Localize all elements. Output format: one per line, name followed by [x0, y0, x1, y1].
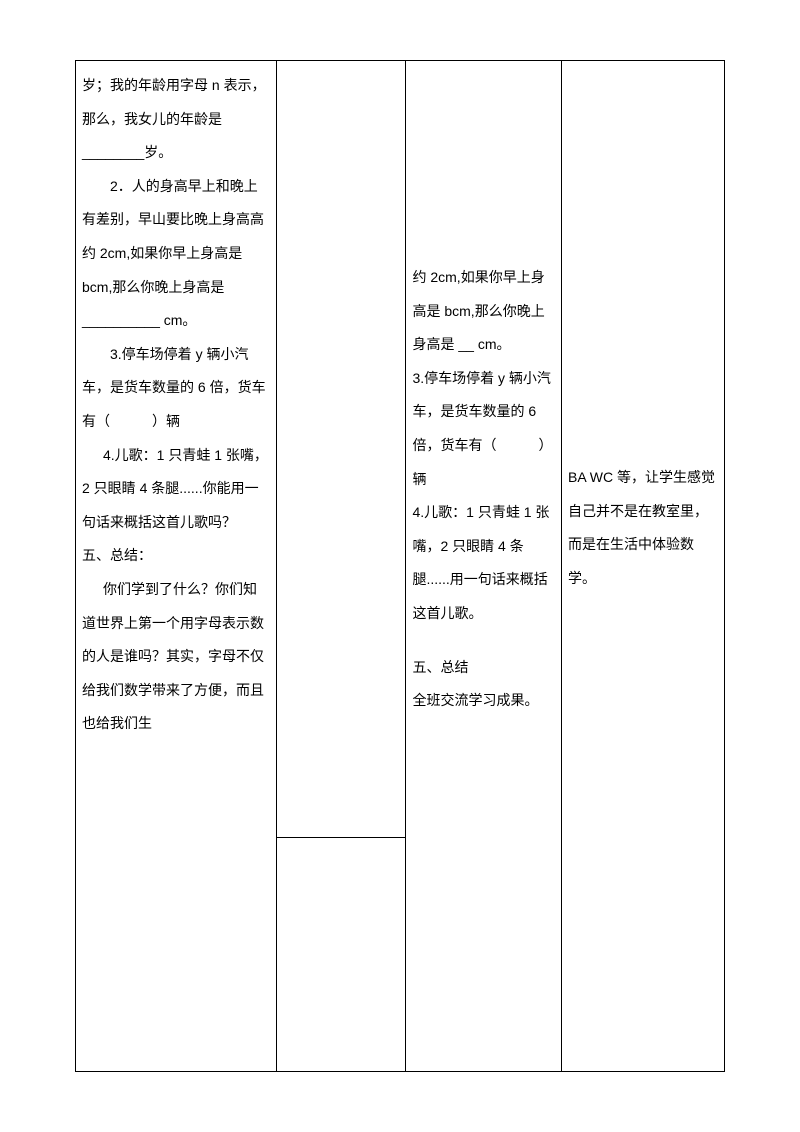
- col3-p3: 4.儿歌：1 只青蛙 1 张嘴，2 只眼睛 4 条腿......用一句话来概括这…: [412, 496, 555, 630]
- col1-p4: 4.儿歌：1 只青蛙 1 张嘴，2 只眼睛 4 条腿......你能用一句话来概…: [82, 439, 270, 540]
- col4-p1: BA WC 等，让学生感觉自己并不是在教室里，而是在生活中体验数学。: [568, 461, 718, 595]
- col3-content: 约 2cm,如果你早上身高是 bcm,那么你晚上身高是 __ cm。 3.停车场…: [406, 61, 561, 726]
- col3-p2: 3.停车场停着 y 辆小汽车，是货车数量的 6 倍，货车有（ ）辆: [412, 362, 555, 496]
- col4-content: BA WC 等，让学生感觉自己并不是在教室里，而是在生活中体验数学。: [562, 61, 724, 603]
- col1-p6: 你们学到了什么？你们知道世界上第一个用字母表示数的人是谁吗？其实，字母不仅给我们…: [82, 573, 270, 741]
- col1-p2: 2．人的身高早上和晚上有差别，早山要比晚上身高高约 2cm,如果你早上身高是 b…: [82, 170, 270, 338]
- column-4: BA WC 等，让学生感觉自己并不是在教室里，而是在生活中体验数学。: [562, 61, 724, 1071]
- col1-content: 岁；我的年龄用字母 n 表示，那么，我女儿的年龄是________岁。 2．人的…: [76, 61, 276, 749]
- column-2: [277, 61, 407, 1071]
- col1-p5: 五、总结：: [82, 539, 270, 573]
- col3-p1: 约 2cm,如果你早上身高是 bcm,那么你晚上身高是 __ cm。: [412, 261, 555, 362]
- lesson-plan-table: 岁；我的年龄用字母 n 表示，那么，我女儿的年龄是________岁。 2．人的…: [75, 60, 725, 1072]
- col2-bottom-cell: [277, 837, 406, 1071]
- column-1: 岁；我的年龄用字母 n 表示，那么，我女儿的年龄是________岁。 2．人的…: [76, 61, 277, 1071]
- col1-p1: 岁；我的年龄用字母 n 表示，那么，我女儿的年龄是________岁。: [82, 69, 270, 170]
- col3-p4: 五、总结: [412, 651, 555, 685]
- col1-p3: 3.停车场停着 y 辆小汽车，是货车数量的 6 倍，货车有（ ）辆: [82, 338, 270, 439]
- col2-top-cell: [277, 61, 406, 837]
- column-3: 约 2cm,如果你早上身高是 bcm,那么你晚上身高是 __ cm。 3.停车场…: [406, 61, 562, 1071]
- col3-p5: 全班交流学习成果。: [412, 684, 555, 718]
